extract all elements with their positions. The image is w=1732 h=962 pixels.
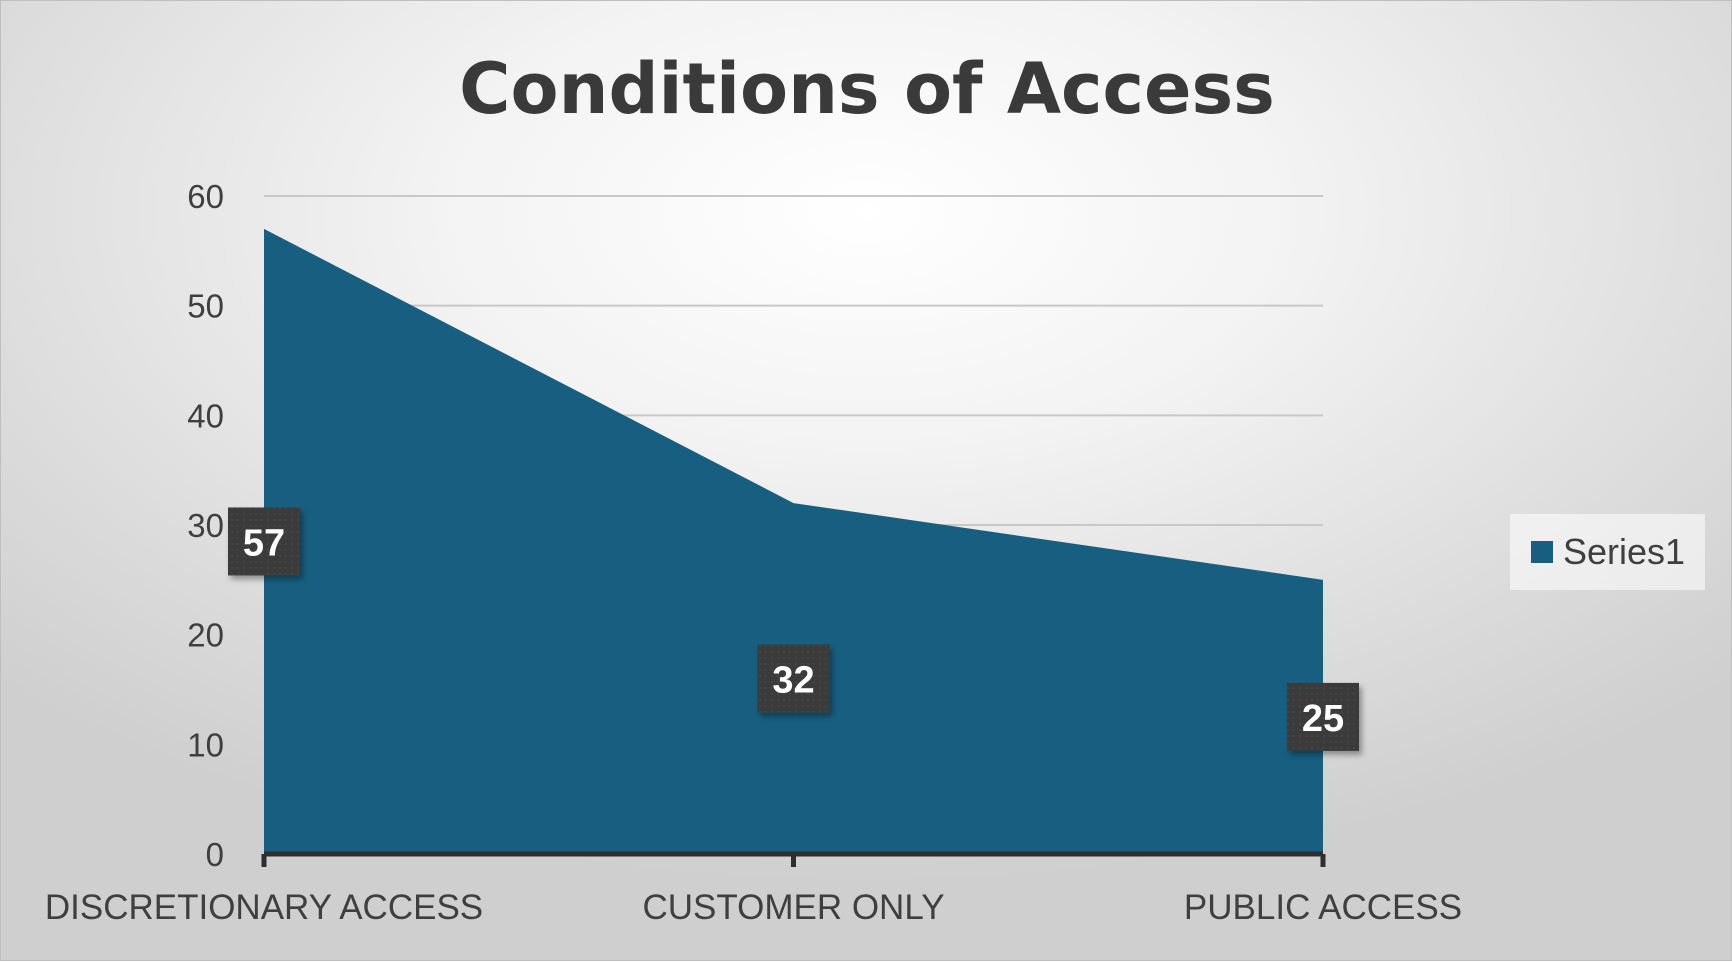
y-tick-label: 60 <box>187 178 224 215</box>
data-labels: 57 32 25 <box>228 507 1359 751</box>
data-label-value: 57 <box>243 522 285 564</box>
x-axis-category-labels: DISCRETIONARY ACCESS CUSTOMER ONLY PUBLIC … <box>45 888 1462 927</box>
y-tick-label: 20 <box>187 617 224 654</box>
data-label: 32 <box>757 644 830 713</box>
chart-title: Conditions of Access <box>459 48 1275 130</box>
area-series1 <box>264 228 1323 854</box>
area-series <box>264 228 1323 854</box>
data-label-value: 25 <box>1302 698 1344 740</box>
x-category-label: PUBLIC ACCESS <box>1184 888 1462 927</box>
data-label-value: 32 <box>772 660 814 702</box>
y-tick-label: 40 <box>187 397 224 434</box>
y-tick-label: 30 <box>187 507 224 544</box>
data-label-box <box>757 644 830 713</box>
x-category-label: CUSTOMER ONLY <box>642 888 944 927</box>
x-axis <box>261 851 1326 867</box>
y-tick-label: 50 <box>187 288 224 325</box>
y-tick-label: 0 <box>206 836 224 873</box>
data-label-box <box>228 507 300 576</box>
legend-swatch <box>1531 541 1553 563</box>
legend-entry-series1: Series1 <box>1563 531 1685 572</box>
y-tick-label: 10 <box>187 726 224 763</box>
legend: Series1 <box>1510 514 1705 590</box>
data-label: 57 <box>228 507 300 576</box>
x-category-label: DISCRETIONARY ACCESS <box>45 888 483 927</box>
data-label-box <box>1287 682 1359 751</box>
y-axis-tick-labels: 0 10 20 30 40 50 60 <box>187 178 224 873</box>
data-label: 25 <box>1287 682 1359 751</box>
